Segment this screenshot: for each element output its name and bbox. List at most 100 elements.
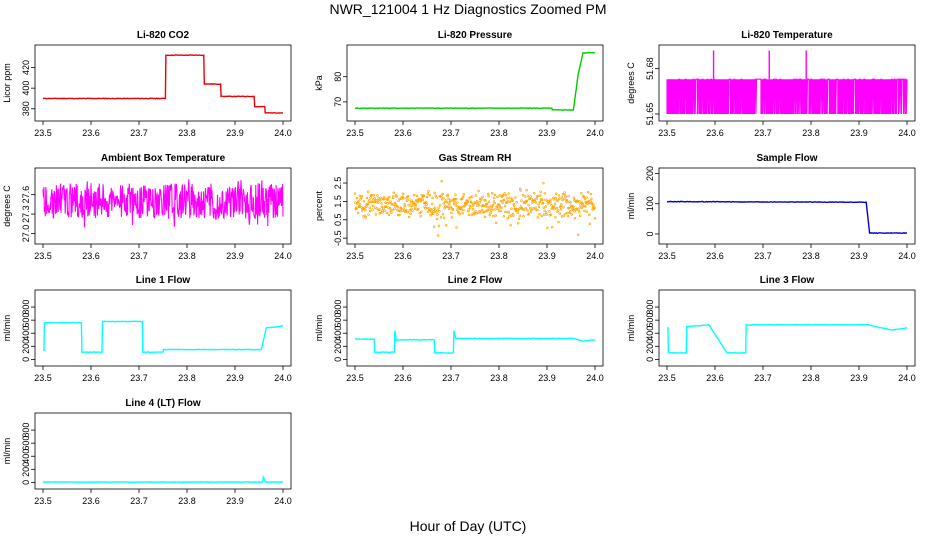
- x-tick-label: 24.0: [274, 373, 292, 383]
- data-point: [568, 209, 572, 213]
- x-axis-caption: Hour of Day (UTC): [409, 518, 527, 534]
- data-point: [446, 193, 450, 197]
- data-point: [569, 201, 572, 204]
- x-tick-label: 23.8: [178, 373, 196, 383]
- data-point: [388, 206, 392, 210]
- data-point: [392, 191, 396, 195]
- y-tick-label: 400: [21, 326, 31, 341]
- data-point: [511, 199, 514, 203]
- data-point: [460, 207, 463, 211]
- data-point: [583, 197, 587, 201]
- x-tick-label: 23.7: [130, 251, 148, 261]
- data-point: [588, 222, 592, 226]
- y-tick-label: 27.3: [21, 205, 31, 223]
- x-tick-label: 23.7: [442, 251, 460, 261]
- data-point: [390, 211, 393, 214]
- y-axis-label: kPa: [314, 75, 324, 91]
- data-point: [442, 216, 446, 219]
- data-point: [577, 208, 580, 211]
- y-tick-label: 0: [645, 231, 655, 236]
- data-point: [554, 192, 558, 196]
- x-tick-label: 23.5: [34, 251, 52, 261]
- y-tick-label: 400: [21, 81, 31, 96]
- data-point: [397, 199, 400, 202]
- y-tick-label: 600: [21, 436, 31, 451]
- data-point: [462, 208, 465, 212]
- page-title: NWR_121004 1 Hz Diagnostics Zoomed PM: [329, 1, 607, 17]
- data-point: [468, 206, 472, 209]
- data-point: [509, 214, 513, 217]
- x-tick-label: 23.7: [130, 496, 148, 506]
- data-point: [432, 208, 435, 211]
- data-point: [494, 214, 498, 217]
- data-point: [450, 211, 453, 215]
- x-tick-label: 24.0: [898, 128, 916, 138]
- data-point: [564, 195, 568, 198]
- data-point: [413, 207, 417, 211]
- data-point: [564, 212, 567, 216]
- y-tick-label: 0: [21, 480, 31, 485]
- data-point: [516, 211, 520, 214]
- data-point: [360, 194, 364, 198]
- plot-frame: [34, 412, 292, 490]
- data-point: [498, 193, 502, 197]
- data-point: [550, 226, 554, 229]
- data-point: [525, 199, 529, 203]
- data-point: [358, 194, 362, 197]
- data-point: [536, 216, 540, 219]
- data-point: [433, 191, 436, 195]
- x-tick-label: 23.5: [34, 128, 52, 138]
- data-point: [554, 215, 557, 219]
- data-point: [374, 213, 378, 216]
- data-point: [460, 197, 464, 201]
- data-point: [519, 189, 522, 192]
- y-tick-label: 600: [21, 313, 31, 328]
- data-point: [440, 180, 444, 183]
- data-point: [408, 208, 412, 212]
- series-line: [666, 200, 907, 235]
- data-point: [537, 202, 540, 206]
- panel-title: Line 2 Flow: [448, 275, 503, 286]
- data-point: [572, 196, 576, 200]
- data-point: [367, 200, 371, 204]
- data-point: [454, 197, 458, 201]
- data-point: [470, 201, 473, 204]
- data-point: [571, 207, 574, 211]
- plot-frame: [346, 289, 604, 367]
- x-tick-label: 23.6: [706, 251, 724, 261]
- data-point: [436, 234, 440, 237]
- data-point: [522, 208, 526, 212]
- data-point: [430, 210, 433, 214]
- data-point: [555, 206, 559, 210]
- data-point: [378, 198, 382, 202]
- data-point: [510, 207, 513, 210]
- data-point: [532, 192, 536, 195]
- x-tick-label: 23.8: [490, 373, 508, 383]
- data-point: [451, 208, 455, 211]
- x-tick-label: 23.5: [658, 251, 676, 261]
- data-point: [408, 204, 412, 207]
- data-point: [515, 201, 518, 204]
- panel-li-820-pressure: Li-820 Pressure 23.5 23.6 23.7 23.8 23.9 24.0 7…: [314, 30, 604, 138]
- x-tick-label: 23.8: [178, 128, 196, 138]
- series-line: [43, 320, 284, 354]
- data-point: [403, 203, 406, 206]
- data-point: [396, 206, 400, 209]
- x-tick-label: 23.6: [706, 373, 724, 383]
- data-point: [355, 207, 358, 211]
- x-tick-label: 23.9: [226, 496, 244, 506]
- x-tick-label: 24.0: [274, 496, 292, 506]
- data-point: [441, 213, 445, 216]
- y-axis-label: percent: [314, 190, 324, 221]
- data-point: [489, 211, 492, 215]
- data-point: [504, 194, 508, 197]
- data-point: [576, 233, 580, 237]
- data-point: [556, 199, 560, 202]
- data-point: [448, 202, 451, 206]
- x-tick-label: 23.8: [802, 251, 820, 261]
- data-point: [529, 195, 532, 198]
- x-tick-label: 24.0: [586, 373, 604, 383]
- data-point: [379, 196, 382, 200]
- x-tick-label: 23.9: [850, 251, 868, 261]
- data-point: [528, 206, 532, 210]
